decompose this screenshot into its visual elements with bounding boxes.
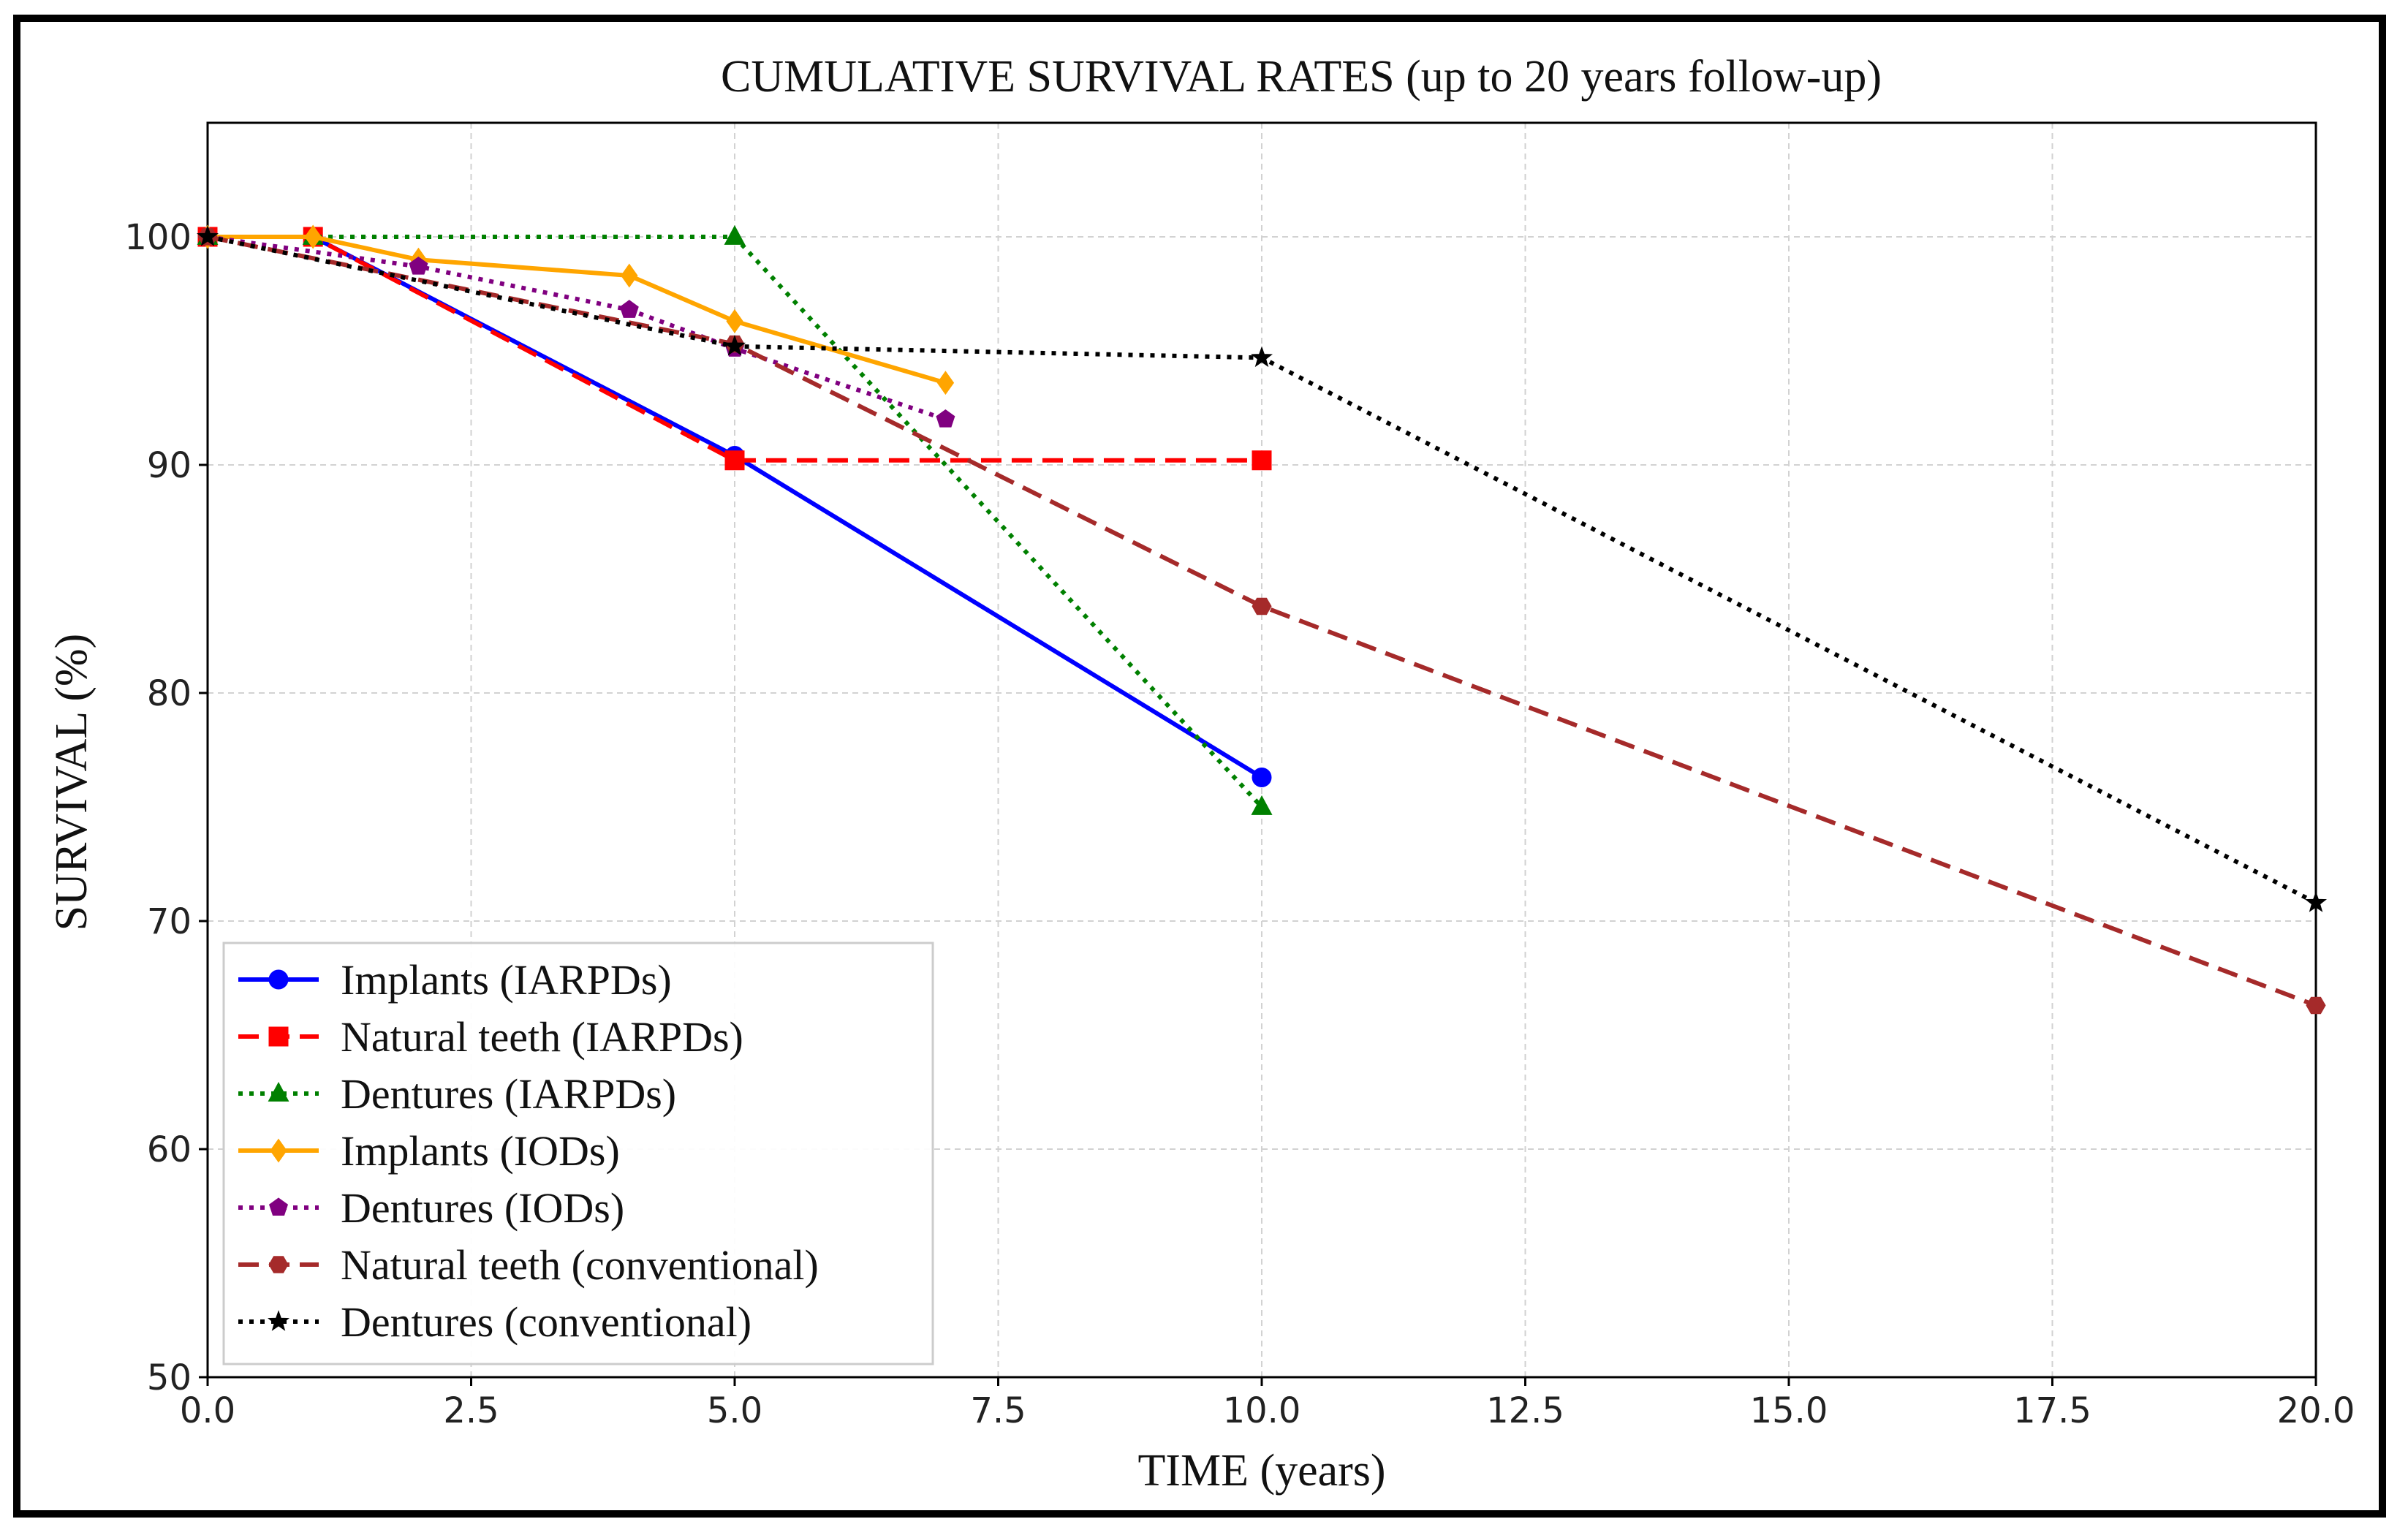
series-line: [208, 235, 1262, 463]
x-tick-label: 2.5: [443, 1390, 499, 1431]
legend-label: Natural teeth (IARPDs): [341, 1013, 743, 1061]
data-point: [619, 300, 639, 318]
series-6: [197, 228, 2326, 1015]
data-point: [726, 308, 743, 333]
data-point: [724, 450, 745, 471]
series-line: [207, 235, 2317, 1008]
chart-title: CUMULATIVE SURVIVAL RATES (up to 20 year…: [721, 52, 1882, 102]
y-tick-label: 50: [147, 1357, 192, 1398]
x-tick-label: 10.0: [1223, 1390, 1301, 1431]
data-point: [304, 224, 322, 249]
data-point: [2306, 996, 2326, 1015]
data-point: [621, 263, 638, 288]
y-tick-label: 60: [147, 1129, 192, 1170]
data-point: [936, 371, 955, 395]
x-tick-label: 17.5: [2013, 1390, 2091, 1431]
x-tick-label: 5.0: [707, 1390, 762, 1431]
x-tick-label: 15.0: [1750, 1390, 1828, 1431]
data-point: [724, 335, 746, 356]
data-point: [1252, 450, 1272, 471]
legend-item: Natural teeth (conventional): [238, 1241, 819, 1289]
y-axis-label: SURVIVAL (%): [47, 634, 96, 931]
data-point: [1251, 795, 1273, 815]
legend-label: Implants (IARPDs): [341, 956, 672, 1004]
y-tick-label: 100: [124, 217, 192, 258]
x-axis-label: TIME (years): [1137, 1446, 1385, 1496]
x-tick-label: 7.5: [970, 1390, 1026, 1431]
data-point: [1252, 767, 1272, 787]
data-point: [1252, 597, 1272, 615]
data-point: [936, 409, 955, 428]
legend-label: Natural teeth (conventional): [341, 1241, 819, 1289]
legend-marker: [268, 969, 289, 990]
legend-item: Implants (IARPDs): [238, 956, 672, 1004]
axis-ticks: 0.0 2.5 5.0 7.5 10.0 12.5 15.0 17.5 20.0 50 60 70 80…: [124, 217, 2355, 1431]
legend: Implants (IARPDs) Natural teeth (IARPDs) D…: [222, 942, 934, 1365]
legend-marker: [268, 1081, 289, 1102]
legend-label: Implants (IODs): [341, 1127, 620, 1175]
y-tick-label: 70: [147, 901, 192, 942]
legend-label: Dentures (IARPDs): [341, 1070, 676, 1118]
legend-box: [222, 942, 934, 1365]
legend-marker: [268, 1026, 289, 1047]
legend-marker: [269, 1197, 288, 1216]
data-point: [724, 225, 746, 245]
series-lines: [196, 224, 2328, 1015]
series-line: [208, 235, 947, 385]
legend-label: Dentures (conventional): [341, 1298, 751, 1346]
legend-marker: [268, 1256, 289, 1273]
y-tick-label: 80: [147, 673, 192, 714]
legend-item: Dentures (IODs): [238, 1184, 624, 1232]
x-tick-label: 0.0: [180, 1390, 235, 1431]
legend-item: Dentures (IARPDs): [238, 1070, 676, 1118]
series-7: [196, 225, 2328, 912]
legend-marker: [270, 1138, 287, 1163]
legend-item: Implants (IODs): [238, 1127, 620, 1175]
series-line: [207, 235, 2317, 905]
legend-item: Natural teeth (IARPDs): [238, 1013, 743, 1061]
data-point: [2304, 891, 2328, 912]
y-tick-label: 90: [147, 445, 192, 486]
legend-marker: [267, 1310, 290, 1331]
data-point: [1251, 346, 1273, 368]
x-tick-label: 20.0: [2277, 1390, 2355, 1431]
data-point: [196, 225, 219, 246]
data-point: [409, 256, 428, 275]
x-tick-label: 12.5: [1486, 1390, 1564, 1431]
legend-item: Dentures (conventional): [238, 1298, 751, 1346]
legend-label: Dentures (IODs): [341, 1184, 624, 1232]
